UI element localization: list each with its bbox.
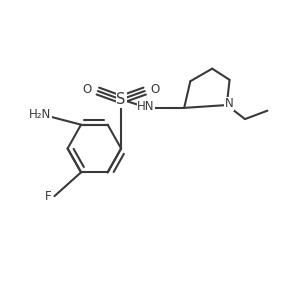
Text: O: O — [83, 83, 92, 96]
Text: HN: HN — [137, 100, 155, 113]
Text: F: F — [45, 190, 52, 203]
Text: O: O — [151, 83, 160, 96]
Text: N: N — [225, 97, 233, 110]
Text: S: S — [116, 92, 126, 107]
Text: H₂N: H₂N — [29, 108, 52, 121]
